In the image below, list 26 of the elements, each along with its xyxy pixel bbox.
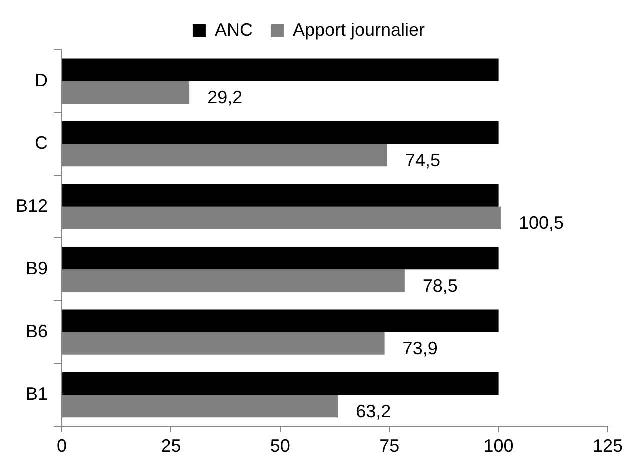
y-tick-label: B9 [26, 258, 48, 279]
y-tick-label: B1 [26, 384, 48, 404]
bar [62, 58, 499, 82]
y-tick-label: B12 [16, 196, 48, 216]
data-label: 74,5 [405, 150, 440, 170]
data-label: 73,9 [402, 338, 438, 359]
y-tick-label: C [35, 133, 48, 154]
bar [62, 122, 499, 144]
data-label: 100,5 [518, 213, 564, 234]
legend-label: ANC [214, 20, 253, 40]
bar [62, 310, 499, 332]
x-tick-label: 100 [484, 436, 514, 456]
data-label: 29,2 [208, 88, 243, 108]
x-tick-label: 125 [592, 436, 624, 456]
data-label: 78,5 [422, 276, 458, 296]
x-tick-label: 0 [57, 436, 68, 456]
y-tick-label: B6 [26, 321, 48, 342]
data-label: 63,2 [356, 401, 392, 422]
x-tick-label: 50 [270, 436, 290, 456]
x-tick-label: 75 [380, 436, 400, 456]
y-tick-label: D [35, 70, 48, 90]
legend-label: Apport journalier [292, 20, 426, 40]
bar [62, 184, 499, 207]
bar [62, 372, 499, 396]
x-tick-label: 25 [161, 436, 182, 456]
bar [62, 246, 499, 270]
